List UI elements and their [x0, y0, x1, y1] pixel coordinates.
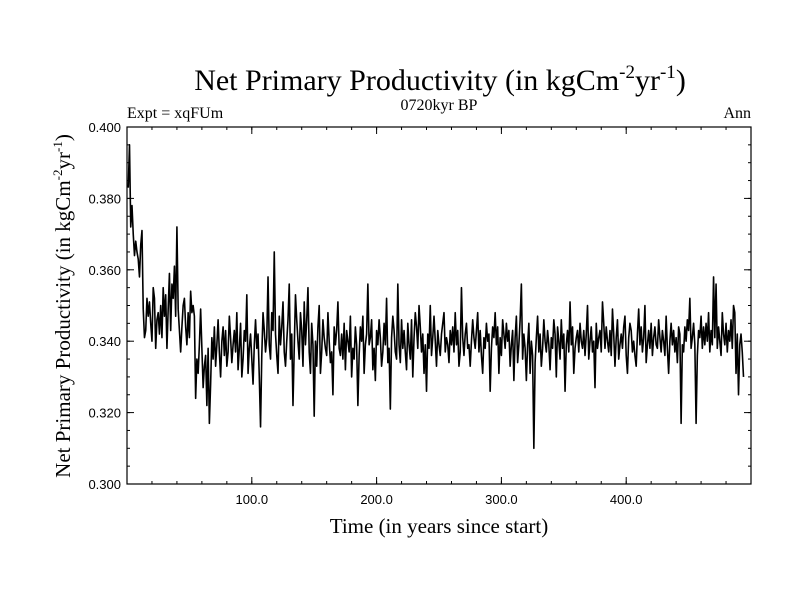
title-sup-2: -1 — [660, 62, 676, 83]
chart-title: Net Primary Productivity (in kgCm-2yr-1) — [194, 62, 686, 97]
plot-frame — [126, 126, 752, 485]
x-tick-label: 300.0 — [485, 492, 518, 507]
ylabel-mid: yr — [51, 152, 75, 170]
ylabel-sup-2: -1 — [50, 141, 65, 152]
x-tick-label: 400.0 — [610, 492, 643, 507]
x-tick-label: 100.0 — [236, 492, 269, 507]
subtitle-center: 0720kyr BP — [401, 97, 478, 114]
title-end: ) — [676, 64, 686, 97]
subtitle-right: Ann — [723, 105, 751, 122]
series-line-npp — [127, 144, 745, 450]
y-tick-label: 0.340 — [88, 334, 121, 349]
title-mid: yr — [635, 64, 660, 97]
y-axis-label: Net Primary Productivity (in kgCm-2yr-1) — [50, 134, 75, 478]
x-axis-label: Time (in years since start) — [330, 514, 549, 538]
y-tick-label: 0.360 — [88, 263, 121, 278]
y-axis-ticks: 0.300 0.320 0.340 0.360 0.380 0.400 — [88, 120, 751, 492]
y-tick-label: 0.320 — [88, 406, 121, 421]
x-tick-label: 200.0 — [360, 492, 393, 507]
title-main: Net Primary Productivity (in kgCm — [194, 64, 619, 97]
y-tick-label: 0.300 — [88, 477, 121, 492]
y-tick-label: 0.380 — [88, 191, 121, 206]
ylabel-end: ) — [51, 134, 75, 141]
subtitle-left: Expt = xqFUm — [127, 105, 224, 122]
ylabel-main: Net Primary Productivity (in kgCm — [51, 180, 75, 477]
x-axis-ticks: 100.0 200.0 300.0 400.0 — [151, 127, 727, 507]
y-tick-label: 0.400 — [88, 120, 121, 135]
title-sup-1: -2 — [619, 62, 635, 83]
ylabel-sup-1: -2 — [50, 170, 65, 181]
